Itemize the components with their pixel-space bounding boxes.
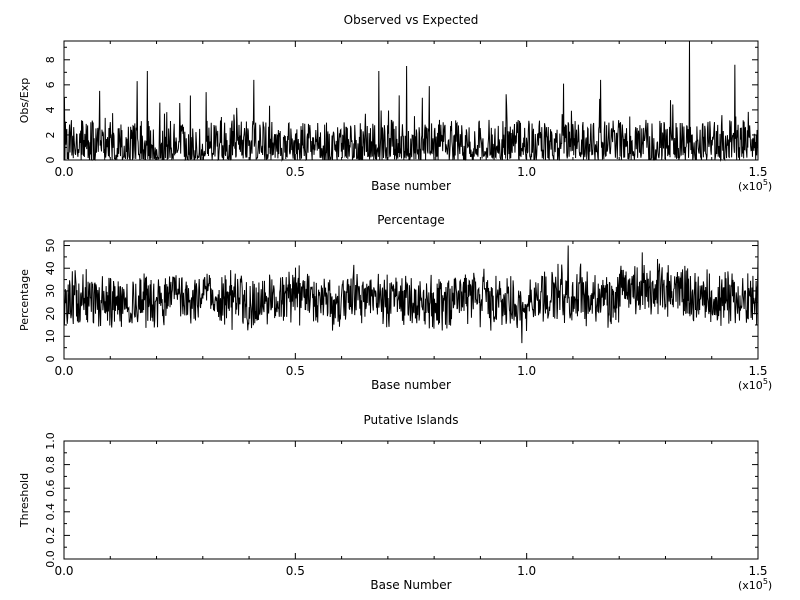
y-tick-label: 4 xyxy=(44,106,57,113)
chart-title: Observed vs Expected xyxy=(344,13,479,27)
y-tick-label: 0 xyxy=(44,356,57,363)
x-axis-label: Base number xyxy=(371,179,451,193)
multiplier-close: ) xyxy=(768,379,772,392)
y-tick-label: 0 xyxy=(44,157,57,164)
x-tick-label: 0.5 xyxy=(286,364,305,378)
series-line-1 xyxy=(63,245,759,344)
y-tick-label: 0.8 xyxy=(44,456,57,474)
y-tick-label: 8 xyxy=(44,56,57,63)
x-tick-label: 0.0 xyxy=(54,165,73,179)
x-tick-label: 1.5 xyxy=(748,564,767,578)
x-tick-label: 0.5 xyxy=(286,564,305,578)
x-tick-label: 0.0 xyxy=(54,564,73,578)
y-axis-label: Obs/Exp xyxy=(18,78,31,124)
x-tick-label: 1.0 xyxy=(517,564,536,578)
multiplier-exponent: 5 xyxy=(763,577,768,586)
plot-frame xyxy=(63,40,759,161)
y-tick-label: 0.0 xyxy=(44,550,57,568)
x-axis-multiplier: (x105) xyxy=(738,178,772,193)
y-axis-label: Percentage xyxy=(18,269,31,331)
y-tick-label: 2 xyxy=(44,131,57,138)
multiplier-base: (x10 xyxy=(738,180,763,193)
y-axis-label: Threshold xyxy=(18,473,31,528)
x-tick-label: 0.0 xyxy=(54,364,73,378)
chart-title: Percentage xyxy=(377,213,445,227)
y-tick-label: 20 xyxy=(44,307,57,321)
multiplier-base: (x10 xyxy=(738,379,763,392)
x-axis-label: Base Number xyxy=(370,578,451,592)
series-line-1 xyxy=(63,40,759,162)
x-tick-label: 1.0 xyxy=(517,165,536,179)
y-tick-label: 50 xyxy=(44,239,57,253)
y-tick-label: 6 xyxy=(44,81,57,88)
chart-panel-2: Percentage 0.0 0.5 1.0 1.5 0 10 20 30 40 50 Base nu… xyxy=(18,213,772,392)
x-tick-label: 1.5 xyxy=(748,165,767,179)
y-tick-label: 40 xyxy=(44,261,57,275)
y-tick-label: 0.4 xyxy=(44,503,57,521)
y-tick-label: 10 xyxy=(44,329,57,343)
x-tick-label: 1.0 xyxy=(517,364,536,378)
y-tick-label: 1.0 xyxy=(44,432,57,450)
multiplier-exponent: 5 xyxy=(763,377,768,386)
plot-frame xyxy=(63,240,759,360)
x-axis-multiplier: (x105) xyxy=(738,377,772,392)
y-tick-label: 0.2 xyxy=(44,527,57,545)
chart-title: Putative Islands xyxy=(364,413,459,427)
chart-panel-3: Putative Islands 0.0 0.5 1.0 1.5 0.0 0.2 0.4 0.6… xyxy=(18,413,772,592)
x-axis-label: Base number xyxy=(371,378,451,392)
x-axis-multiplier: (x105) xyxy=(738,577,772,592)
multiplier-close: ) xyxy=(768,180,772,193)
x-tick-label: 0.5 xyxy=(286,165,305,179)
multiplier-base: (x10 xyxy=(738,579,763,592)
x-tick-label: 1.5 xyxy=(748,364,767,378)
plot-frame xyxy=(63,440,759,560)
multiplier-close: ) xyxy=(768,579,772,592)
y-tick-label: 30 xyxy=(44,284,57,298)
chart-panel-1: Observed vs Expected 0.0 0.5 1.0 1.5 0 2 4 6 8 Bas… xyxy=(18,13,772,193)
multiplier-exponent: 5 xyxy=(763,178,768,187)
y-tick-label: 0.6 xyxy=(44,479,57,497)
